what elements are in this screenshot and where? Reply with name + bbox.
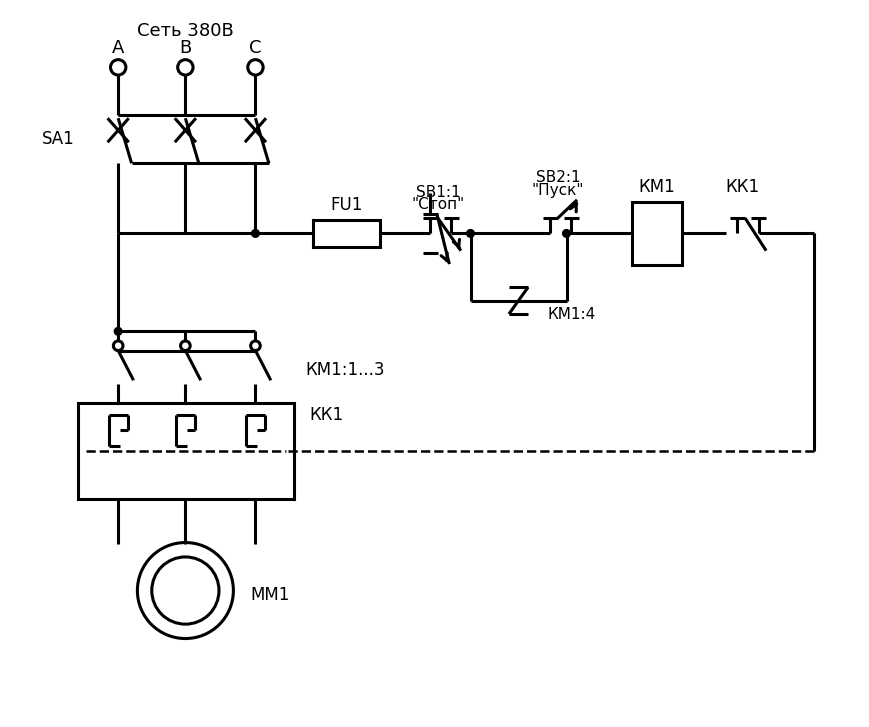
Text: A: A <box>112 39 124 57</box>
Text: КМ1: КМ1 <box>639 178 675 196</box>
Circle shape <box>252 230 259 237</box>
Text: КМ1:1...3: КМ1:1...3 <box>305 361 385 379</box>
Text: "Пуск": "Пуск" <box>532 182 584 198</box>
Circle shape <box>152 557 219 624</box>
Circle shape <box>250 341 260 350</box>
Text: КК1: КК1 <box>309 406 343 424</box>
Circle shape <box>181 341 190 350</box>
Circle shape <box>113 341 123 350</box>
Text: КМ1:4: КМ1:4 <box>547 307 595 321</box>
Text: B: B <box>179 39 191 57</box>
Text: "Стоп": "Стоп" <box>411 197 465 212</box>
Text: FU1: FU1 <box>330 196 363 214</box>
Circle shape <box>248 60 263 75</box>
Text: SB1:1: SB1:1 <box>415 185 461 200</box>
Circle shape <box>562 230 570 237</box>
Circle shape <box>177 60 193 75</box>
Circle shape <box>110 60 126 75</box>
Text: Сеть 380В: Сеть 380В <box>137 22 234 40</box>
Text: C: C <box>249 39 262 57</box>
Bar <box>632 201 681 265</box>
Circle shape <box>467 230 474 237</box>
Text: SA1: SA1 <box>43 130 75 148</box>
Text: КК1: КК1 <box>725 178 760 196</box>
Circle shape <box>137 542 234 638</box>
Text: ММ1: ММ1 <box>250 587 290 604</box>
Circle shape <box>115 327 122 335</box>
Bar <box>78 403 294 499</box>
Bar <box>313 220 381 247</box>
Text: SB2:1: SB2:1 <box>535 170 580 185</box>
